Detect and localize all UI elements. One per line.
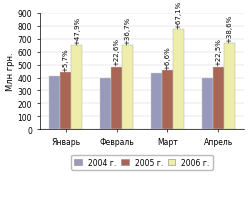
Text: +38,6%: +38,6% [226,15,232,43]
Text: +67,1%: +67,1% [176,1,182,29]
Legend: 2004 г., 2005 г., 2006 г.: 2004 г., 2005 г., 2006 г. [72,155,213,170]
Bar [100,78,111,130]
Bar [202,78,213,130]
Bar [151,74,162,130]
Y-axis label: Млн грн.: Млн грн. [6,52,15,91]
Text: +22,5%: +22,5% [215,38,221,66]
Bar [60,73,71,130]
Bar [49,76,60,130]
Bar [122,46,133,130]
Bar [173,30,184,130]
Bar [224,44,235,130]
Bar [71,46,83,130]
Text: +47,9%: +47,9% [74,17,80,45]
Bar [213,67,224,130]
Bar [111,67,122,130]
Text: +5,7%: +5,7% [63,48,69,72]
Text: +22,6%: +22,6% [114,38,119,66]
Bar [162,70,173,130]
Text: +36,7%: +36,7% [125,17,131,45]
Text: +6,6%: +6,6% [164,46,170,69]
